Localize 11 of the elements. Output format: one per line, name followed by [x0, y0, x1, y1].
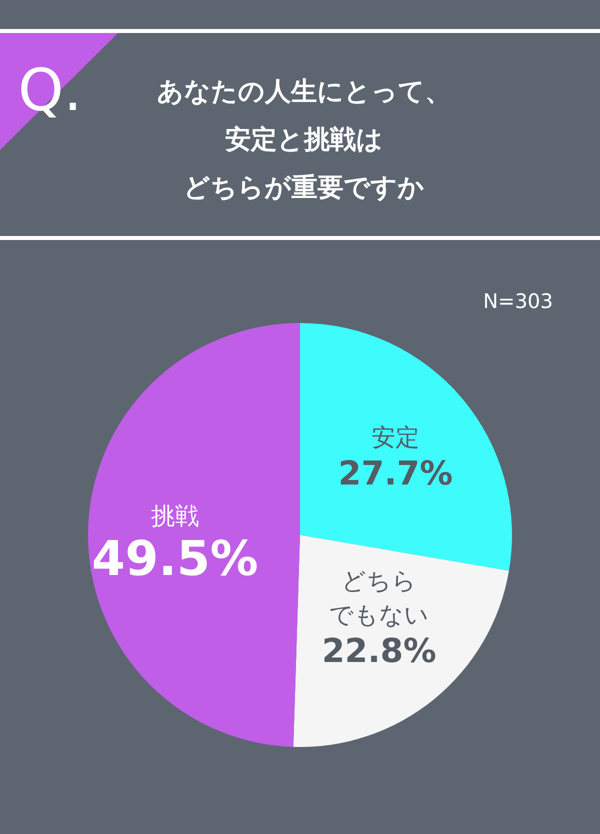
data-label: 49.5%: [92, 531, 258, 588]
pie-slice: [300, 323, 512, 571]
text: N=303: [483, 289, 553, 313]
pie-slice: [293, 535, 509, 747]
slice-label: 挑戦: [151, 502, 200, 530]
data-label: 22.8%: [322, 630, 436, 670]
data-label: 27.7%: [338, 453, 453, 492]
pie-slice: [88, 323, 300, 747]
slice-label: 安定: [372, 423, 420, 452]
slice-label: どちらでもない: [329, 566, 430, 629]
chart-title: あなたの人生にとって、安定と挑戦はどちらが重要ですか: [157, 77, 451, 203]
